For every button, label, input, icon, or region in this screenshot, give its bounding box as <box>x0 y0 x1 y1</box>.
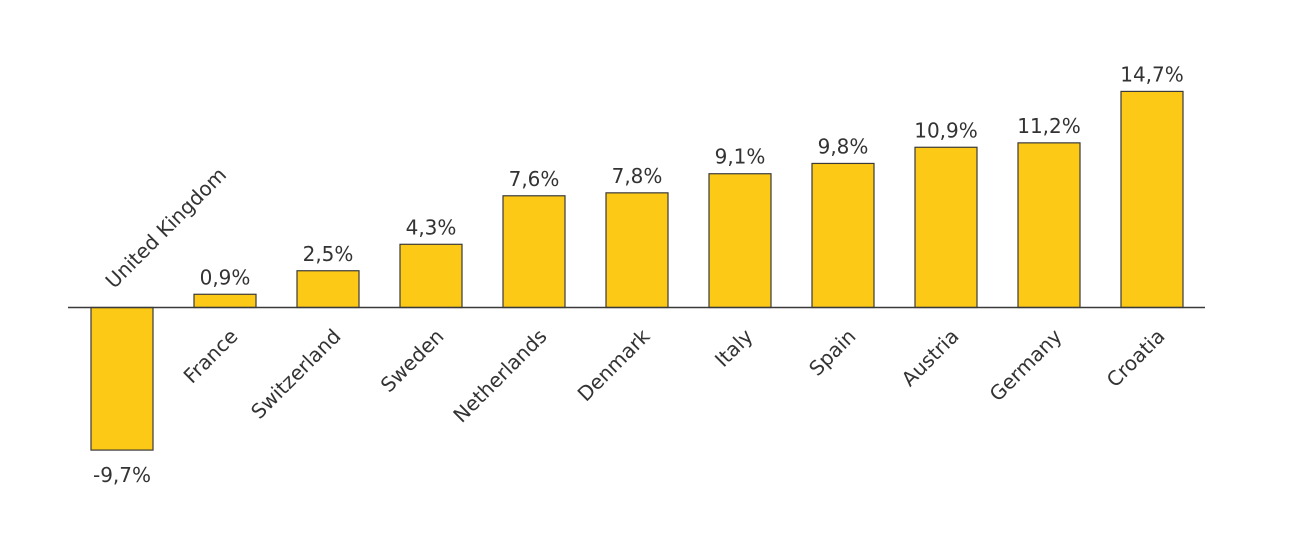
value-label-germany: 11,2% <box>1017 114 1081 138</box>
category-label-austria: Austria <box>897 324 964 391</box>
category-label-france: France <box>179 324 243 388</box>
bar-switzerland <box>296 270 360 309</box>
value-label-austria: 10,9% <box>914 118 978 142</box>
bar-italy <box>708 173 772 309</box>
bar-sweden <box>399 243 463 309</box>
value-label-italy: 9,1% <box>715 145 766 169</box>
bars-layer <box>90 90 1184 451</box>
value-label-croatia: 14,7% <box>1120 62 1184 86</box>
category-label-switzerland: Switzerland <box>246 324 345 423</box>
value-label-united-kingdom: -9,7% <box>93 463 151 487</box>
bar-netherlands <box>502 195 566 309</box>
category-label-denmark: Denmark <box>573 324 655 406</box>
category-label-spain: Spain <box>804 324 860 380</box>
bar-united-kingdom <box>90 306 154 451</box>
category-label-netherlands: Netherlands <box>448 324 551 427</box>
bar-denmark <box>605 192 669 309</box>
category-label-croatia: Croatia <box>1102 324 1170 392</box>
category-label-italy: Italy <box>710 324 758 372</box>
value-label-spain: 9,8% <box>818 134 869 158</box>
value-label-switzerland: 2,5% <box>303 242 354 266</box>
value-label-sweden: 4,3% <box>406 215 457 239</box>
value-label-france: 0,9% <box>200 265 251 289</box>
bar-france <box>193 293 257 309</box>
category-label-germany: Germany <box>985 324 1067 406</box>
value-label-netherlands: 7,6% <box>509 167 560 191</box>
bar-austria <box>914 146 978 309</box>
value-label-denmark: 7,8% <box>612 164 663 188</box>
bar-croatia <box>1120 90 1184 309</box>
category-label-sweden: Sweden <box>376 324 449 397</box>
bar-germany <box>1017 142 1081 309</box>
bar-spain <box>811 162 875 309</box>
